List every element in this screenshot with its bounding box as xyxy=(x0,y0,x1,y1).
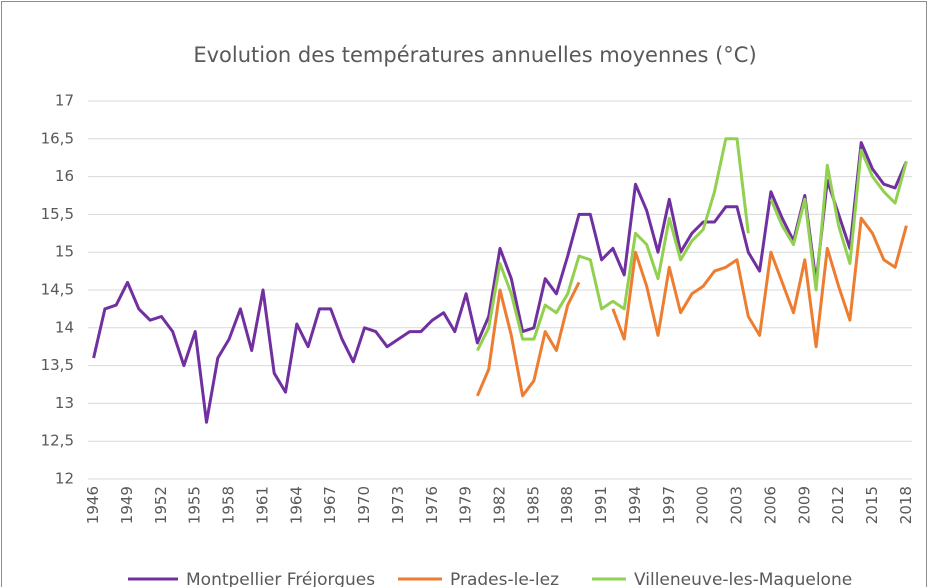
legend-label: Montpellier Fréjorgues xyxy=(186,570,375,587)
y-tick-label: 16,5 xyxy=(41,129,74,147)
x-tick-label: 2006 xyxy=(761,486,779,524)
x-tick-label: 1997 xyxy=(660,486,678,524)
y-tick-label: 12,5 xyxy=(41,432,74,450)
y-tick-label: 13 xyxy=(55,394,74,412)
x-tick-label: 1976 xyxy=(423,486,441,524)
x-tick-label: 1958 xyxy=(220,486,238,524)
x-tick-label: 1946 xyxy=(84,486,102,524)
y-tick-label: 15 xyxy=(55,243,74,261)
x-tick-label: 2015 xyxy=(863,486,881,524)
y-tick-label: 15,5 xyxy=(41,205,74,223)
chart-title: Evolution des températures annuelles moy… xyxy=(193,43,756,67)
series-line xyxy=(476,137,908,352)
y-tick-label: 13,5 xyxy=(41,356,74,374)
x-tick-label: 1964 xyxy=(287,486,305,524)
y-tick-label: 14,5 xyxy=(41,281,74,299)
x-tick-label: 1991 xyxy=(592,486,610,524)
x-tick-label: 1955 xyxy=(186,486,204,524)
x-tick-label: 2003 xyxy=(728,486,746,524)
x-tick-label: 2009 xyxy=(795,486,813,524)
x-tick-label: 1985 xyxy=(524,486,542,524)
x-tick-label: 1961 xyxy=(253,486,271,524)
x-tick-label: 1982 xyxy=(491,486,509,524)
y-tick-label: 14 xyxy=(55,318,74,336)
x-tick-label: 2012 xyxy=(829,486,847,524)
x-tick-label: 1988 xyxy=(558,486,576,524)
legend-label: Prades-le-lez xyxy=(450,570,559,587)
legend-label: Villeneuve-les-Maguelone xyxy=(634,570,852,587)
y-tick-label: 16 xyxy=(55,167,74,185)
series-line xyxy=(476,216,908,398)
series-line xyxy=(92,141,908,424)
x-tick-label: 1949 xyxy=(118,486,136,524)
x-tick-label: 1970 xyxy=(355,486,373,524)
x-tick-label: 1952 xyxy=(152,486,170,524)
x-tick-label: 2018 xyxy=(897,486,915,524)
x-tick-label: 1979 xyxy=(457,486,475,524)
y-tick-label: 17 xyxy=(55,92,74,110)
x-tick-label: 1994 xyxy=(626,486,644,524)
y-tick-label: 12 xyxy=(55,470,74,488)
x-tick-label: 1967 xyxy=(321,486,339,524)
x-tick-label: 1973 xyxy=(389,486,407,524)
x-tick-label: 2000 xyxy=(694,486,712,524)
